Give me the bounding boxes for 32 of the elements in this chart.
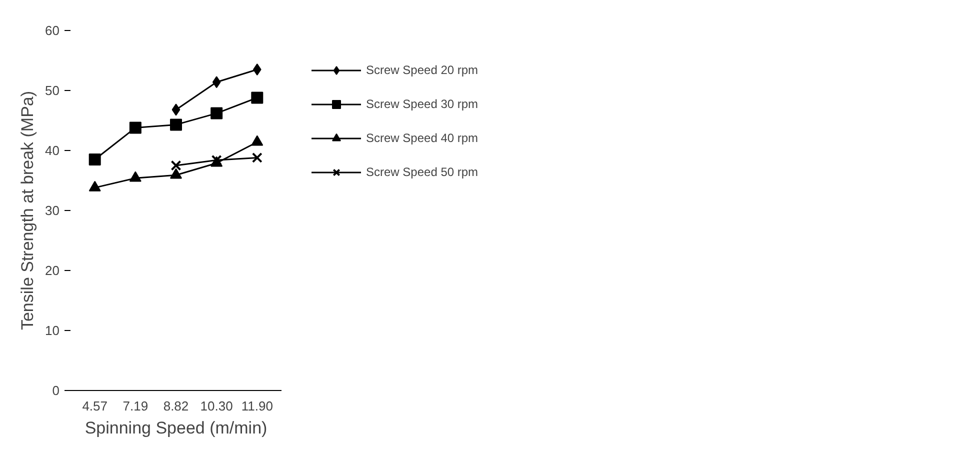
x-tick-label: 7.19 xyxy=(122,398,148,414)
point xyxy=(252,64,262,76)
y-tick-label: 50 xyxy=(45,83,60,98)
point xyxy=(170,160,182,171)
point xyxy=(170,118,182,131)
point xyxy=(210,107,223,120)
point xyxy=(251,92,264,104)
point xyxy=(129,171,142,182)
point xyxy=(252,152,262,163)
x-axis-title: Spinning Speed (m/min) xyxy=(84,418,268,438)
x-tick-label: 4.57 xyxy=(82,398,108,414)
point xyxy=(251,135,264,146)
y-tick-label: 20 xyxy=(45,263,60,278)
y-tick-label: 60 xyxy=(45,23,60,38)
point xyxy=(212,76,221,88)
y-tick-label: 10 xyxy=(45,323,60,338)
point xyxy=(88,154,101,166)
y-tick-label: 40 xyxy=(45,143,60,158)
point xyxy=(170,168,182,179)
legend-label: Screw Speed 20 rpm xyxy=(366,63,478,77)
point xyxy=(88,180,101,192)
x-tick-label: 10.30 xyxy=(200,398,233,414)
point xyxy=(172,104,180,116)
y-tick-label: 0 xyxy=(52,383,60,398)
y-axis-title: Tensile Strength at break (MPa) xyxy=(18,90,38,330)
y-tick-label: 30 xyxy=(45,203,60,218)
legend-label: Screw Speed 50 rpm xyxy=(366,165,478,179)
legend-label: Screw Speed 40 rpm xyxy=(366,131,478,145)
x-tick-label: 8.82 xyxy=(163,398,189,414)
point xyxy=(129,122,142,134)
x-tick-label: 11.90 xyxy=(241,398,273,414)
legend-label: Screw Speed 30 rpm xyxy=(366,97,478,111)
